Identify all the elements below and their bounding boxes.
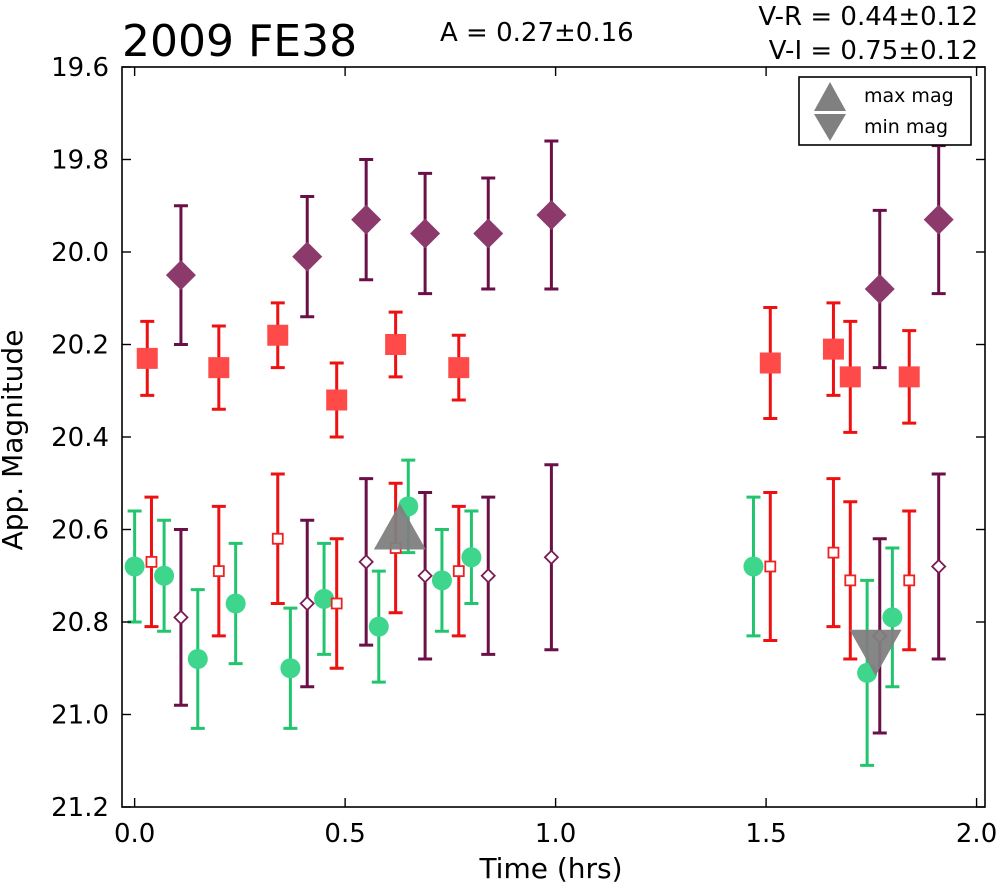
- legend-max-mag-marker: [814, 82, 846, 111]
- y-tick-label: 19.6: [51, 53, 109, 83]
- data-point-square: [448, 357, 470, 379]
- legend-min-mag-label: min mag: [864, 116, 948, 138]
- data-point-open-square: [271, 532, 284, 545]
- data-point-diamond: [292, 241, 323, 272]
- v-r-annotation: V-R = 0.44±0.12: [758, 2, 978, 32]
- data-point-circle: [225, 593, 246, 614]
- data-layer: [124, 139, 954, 767]
- data-point-square: [326, 389, 348, 411]
- data-point-circle: [431, 570, 452, 591]
- data-point-square: [898, 366, 920, 388]
- data-point-open-square: [330, 597, 343, 610]
- y-tick-label: 20.0: [51, 238, 109, 268]
- data-point-circle: [187, 649, 208, 669]
- legend: max mag min mag: [798, 76, 972, 146]
- data-point-circle: [314, 588, 335, 609]
- v-i-annotation: V-I = 0.75±0.12: [769, 36, 978, 66]
- data-point-diamond: [351, 204, 382, 235]
- data-point-circle: [882, 607, 903, 628]
- data-point-square: [839, 366, 861, 388]
- data-point-circle: [280, 658, 301, 679]
- data-point-square: [385, 334, 407, 355]
- y-tick-label: 20.4: [51, 423, 109, 453]
- x-tick-label: 2.0: [956, 819, 997, 849]
- data-point-diamond: [410, 218, 441, 249]
- data-point-circle: [124, 556, 145, 577]
- amplitude-annotation: A = 0.27±0.16: [440, 18, 634, 48]
- data-point-circle: [461, 547, 482, 568]
- data-point-square: [208, 357, 230, 379]
- data-point-open-square: [827, 546, 840, 559]
- data-point-circle: [368, 616, 389, 637]
- y-tick-label: 21.0: [51, 701, 109, 731]
- data-point-open-diamond: [480, 567, 497, 584]
- x-tick-label: 1.5: [745, 819, 786, 849]
- y-tick-label: 20.8: [51, 608, 109, 638]
- data-point-open-square: [212, 565, 225, 578]
- data-point-circle: [154, 565, 175, 586]
- y-tick-label: 20.6: [51, 516, 109, 546]
- data-point-open-square: [145, 555, 158, 568]
- y-tick-label: 21.2: [51, 793, 109, 823]
- data-point-square: [759, 352, 781, 374]
- data-point-diamond: [536, 200, 567, 230]
- extrema-layer: [373, 503, 902, 676]
- data-point-square: [136, 347, 158, 369]
- data-point-diamond: [165, 260, 196, 291]
- data-point-square: [267, 324, 289, 346]
- data-point-open-diamond: [417, 567, 433, 584]
- y-axis-label: App. Magnitude: [0, 330, 29, 551]
- x-tick-label: 0.0: [114, 819, 155, 849]
- y-tick-label: 19.8: [51, 146, 109, 176]
- data-point-open-square: [844, 574, 857, 587]
- plot-area: [121, 66, 986, 808]
- max-mag-marker: [373, 503, 426, 550]
- data-point-diamond: [923, 204, 954, 235]
- data-point-open-diamond: [543, 549, 560, 566]
- data-point-open-square: [764, 560, 777, 573]
- data-point-square: [822, 338, 844, 360]
- data-point-open-diamond: [299, 595, 316, 612]
- data-point-open-diamond: [358, 554, 374, 570]
- data-point-open-diamond: [930, 558, 947, 575]
- legend-max-mag-label: max mag: [864, 85, 954, 107]
- data-point-open-square: [903, 574, 916, 587]
- data-point-open-diamond: [173, 609, 189, 626]
- data-point-open-square: [452, 565, 465, 578]
- x-tick-label: 1.0: [535, 819, 576, 849]
- x-tick-label: 0.5: [324, 819, 365, 849]
- legend-min-mag-marker: [814, 114, 846, 141]
- axes-layer: 0.0 0.5 1.0 1.5 2.0 19.6 19.8 20.0 20.2 20.4 20.6 2…: [51, 53, 997, 849]
- y-tick-label: 20.2: [51, 331, 109, 361]
- x-axis-label: Time (hrs): [478, 852, 622, 885]
- chart-title: 2009 FE38: [122, 16, 357, 67]
- min-mag-marker: [849, 629, 902, 676]
- data-point-diamond: [864, 274, 895, 304]
- data-point-circle: [743, 556, 764, 577]
- data-point-diamond: [473, 218, 504, 249]
